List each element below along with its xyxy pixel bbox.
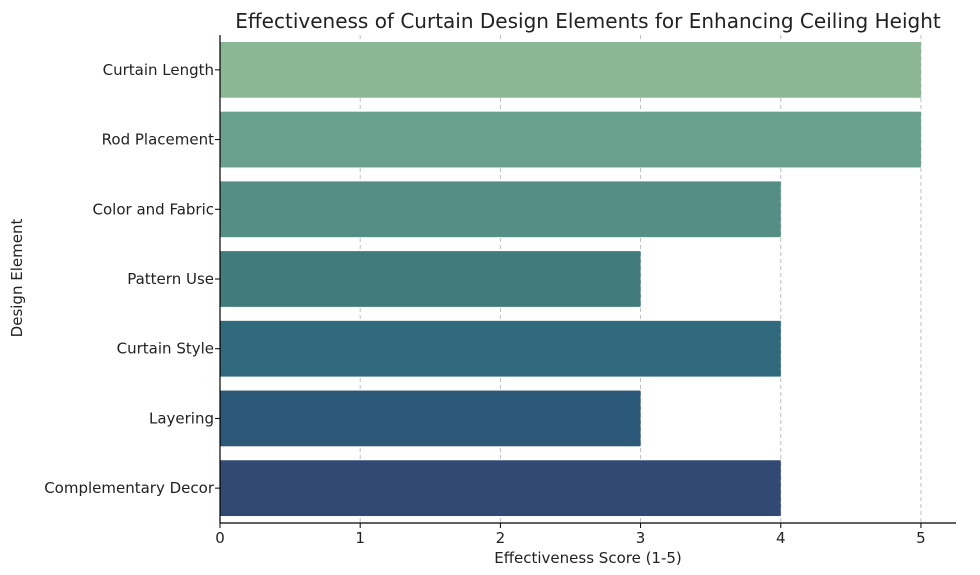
- x-tick-label: 4: [776, 529, 786, 547]
- bar-pattern-use: [220, 251, 641, 307]
- x-tick-label: 0: [215, 529, 225, 547]
- x-axis-label: Effectiveness Score (1-5): [494, 549, 682, 567]
- y-ticks: Curtain Length Rod Placement Color and Fab…: [44, 61, 220, 497]
- y-tick-label: Complementary Decor: [44, 479, 215, 497]
- x-tick-label: 5: [916, 529, 926, 547]
- bar-color-and-fabric: [220, 181, 781, 238]
- bars: [220, 41, 921, 517]
- y-tick-label: Color and Fabric: [93, 200, 214, 218]
- y-tick-label: Pattern Use: [127, 270, 214, 288]
- chart-title: Effectiveness of Curtain Design Elements…: [235, 9, 941, 33]
- x-tick-label: 2: [496, 529, 506, 547]
- x-ticks: 0 1 2 3 4 5: [215, 523, 926, 547]
- y-axis-label: Design Element: [8, 219, 26, 338]
- bar-curtain-length: [220, 41, 921, 98]
- y-tick-label: Curtain Length: [103, 61, 214, 79]
- bar-layering: [220, 390, 641, 447]
- y-tick-label: Rod Placement: [102, 131, 214, 149]
- bar-complementary-decor: [220, 460, 781, 517]
- y-tick-label: Layering: [149, 409, 214, 427]
- y-tick-label: Curtain Style: [117, 340, 214, 358]
- bar-curtain-style: [220, 320, 781, 377]
- x-tick-label: 3: [636, 529, 646, 547]
- bar-rod-placement: [220, 111, 921, 168]
- x-tick-label: 1: [355, 529, 365, 547]
